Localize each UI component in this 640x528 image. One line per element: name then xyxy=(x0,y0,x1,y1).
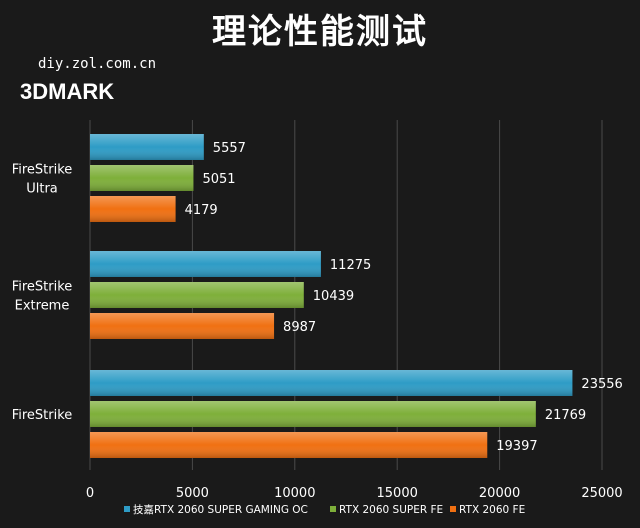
category-label: Extreme xyxy=(15,299,70,314)
bar-shade xyxy=(90,401,536,427)
x-tick-label: 15000 xyxy=(377,486,418,501)
data-label: 11275 xyxy=(330,258,371,273)
data-label: 8987 xyxy=(283,320,316,335)
x-tick-label: 10000 xyxy=(274,486,315,501)
category-label: Ultra xyxy=(26,182,58,197)
bar-shade xyxy=(90,282,304,308)
bar-shade xyxy=(90,196,176,222)
bar-shade xyxy=(90,432,488,458)
bar-shade xyxy=(90,251,321,277)
data-labels: 5557 5051 4179 11275 10439 8987 23556 21769 1939… xyxy=(185,141,623,454)
x-axis-ticks: 0 5000 10000 15000 20000 25000 xyxy=(86,486,623,501)
legend-label: RTX 2060 SUPER FE xyxy=(339,504,443,516)
data-label: 5557 xyxy=(213,141,246,156)
legend-label: RTX 2060 FE xyxy=(459,504,525,516)
bar-shade xyxy=(90,313,275,339)
chart-title: 理论性能测试 xyxy=(212,12,428,52)
data-label: 19397 xyxy=(496,439,537,454)
category-label: FireStrike xyxy=(12,280,73,295)
x-tick-label: 0 xyxy=(86,486,94,501)
legend: 技嘉RTX 2060 SUPER GAMING OC RTX 2060 SUPER… xyxy=(124,503,525,516)
category-labels: FireStrike Ultra FireStrike Extreme FireStri… xyxy=(12,163,73,424)
x-tick-label: 20000 xyxy=(479,486,520,501)
bars xyxy=(90,134,573,458)
data-label: 23556 xyxy=(581,377,622,392)
benchmark-brand: 3DMARK xyxy=(20,79,115,104)
legend-swatch xyxy=(450,506,456,512)
x-tick-label: 5000 xyxy=(176,486,209,501)
legend-swatch xyxy=(124,506,130,512)
data-label: 10439 xyxy=(313,289,354,304)
site-watermark: diy.zol.com.cn xyxy=(38,56,157,72)
legend-label: 技嘉RTX 2060 SUPER GAMING OC xyxy=(133,503,308,516)
category-label: FireStrike xyxy=(12,163,73,178)
bar-shade xyxy=(90,134,204,160)
data-label: 5051 xyxy=(202,172,235,187)
data-label: 4179 xyxy=(185,203,218,218)
bar-shade xyxy=(90,370,573,396)
bar-shade xyxy=(90,165,194,191)
legend-swatch xyxy=(330,506,336,512)
data-label: 21769 xyxy=(545,408,586,423)
x-tick-label: 25000 xyxy=(581,486,622,501)
category-label: FireStrike xyxy=(12,408,73,423)
